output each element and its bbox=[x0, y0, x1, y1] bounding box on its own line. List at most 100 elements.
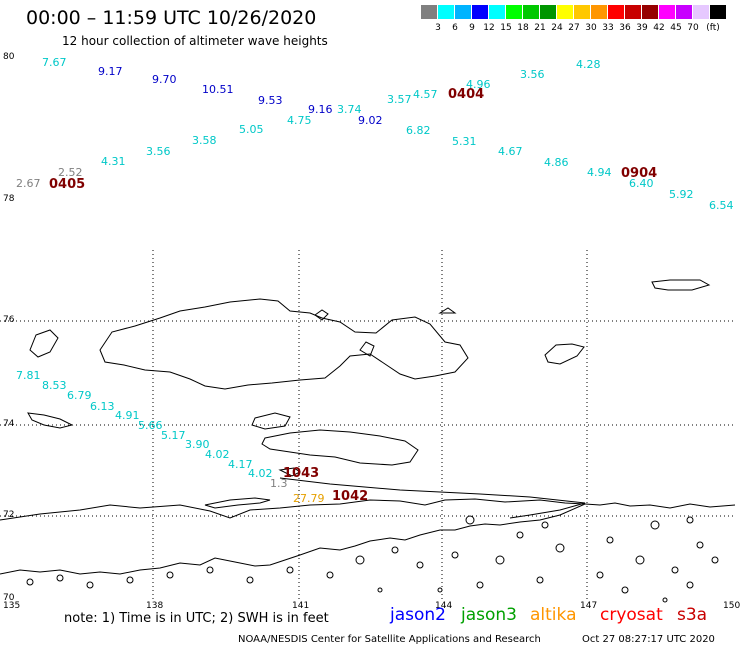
legend-label: 27 bbox=[568, 23, 580, 33]
wave-height-label: 3.58 bbox=[192, 134, 217, 147]
credit-line: NOAA/NESDIS Center for Satellite Applica… bbox=[238, 634, 541, 645]
legend-swatch bbox=[710, 5, 726, 19]
wave-height-label: 9.70 bbox=[152, 73, 177, 86]
legend-label: 3 bbox=[435, 23, 441, 33]
wave-height-label: 6.82 bbox=[406, 124, 431, 137]
wave-height-label: 10.51 bbox=[202, 83, 234, 96]
satellite-label-altika: altika bbox=[530, 605, 577, 625]
satellite-label-s3a: s3a bbox=[677, 605, 708, 625]
legend-swatch bbox=[693, 5, 709, 19]
wave-height-label: 3.90 bbox=[185, 438, 210, 451]
wave-height-label: 4.17 bbox=[228, 458, 253, 471]
lat-label: 74 bbox=[3, 419, 15, 429]
legend-swatch bbox=[608, 5, 624, 19]
wave-height-label: 4.91 bbox=[115, 409, 140, 422]
legend-label: 39 bbox=[636, 23, 648, 33]
wave-height-label: 5.17 bbox=[161, 429, 186, 442]
legend-label: 24 bbox=[551, 23, 563, 33]
wave-height-label: 4.02 bbox=[205, 448, 230, 461]
legend-label: 30 bbox=[585, 23, 597, 33]
wave-height-label: 9.16 bbox=[308, 103, 333, 116]
legend-label: 9 bbox=[469, 23, 475, 33]
legend-swatch bbox=[438, 5, 454, 19]
legend-swatch bbox=[676, 5, 692, 19]
legend-label: 70 bbox=[687, 23, 699, 33]
graticule bbox=[0, 250, 735, 600]
wave-height-label: 3.57 bbox=[387, 93, 412, 106]
legend-swatch bbox=[625, 5, 641, 19]
wave-height-label: 3.74 bbox=[337, 103, 362, 116]
legend-swatch bbox=[659, 5, 675, 19]
satellite-label-jason3: jason3 bbox=[461, 605, 517, 625]
legend-swatch bbox=[489, 5, 505, 19]
legend-label: 6 bbox=[452, 23, 458, 33]
wave-height-label: 5.05 bbox=[239, 123, 264, 136]
legend-label: 45 bbox=[670, 23, 682, 33]
wave-height-label: 4.94 bbox=[587, 166, 612, 179]
legend-unit: (ft) bbox=[706, 23, 720, 33]
lat-label: 76 bbox=[3, 315, 15, 325]
lat-label: 72 bbox=[3, 510, 15, 520]
wave-height-label: 6.79 bbox=[67, 389, 92, 402]
lon-label: 144 bbox=[435, 601, 453, 611]
legend-swatch bbox=[591, 5, 607, 19]
satellite-label-jason2: jason2 bbox=[390, 605, 446, 625]
wave-height-label: 5.31 bbox=[452, 135, 477, 148]
legend-label: 18 bbox=[517, 23, 529, 33]
satellite-label-cryosat: cryosat bbox=[600, 605, 663, 625]
wave-height-label: 4.02 bbox=[248, 467, 273, 480]
pass-time: 1043 bbox=[283, 466, 320, 481]
pass-time: 1042 bbox=[332, 489, 369, 504]
wave-height-label: 27.79 bbox=[293, 492, 325, 505]
page-subtitle: 12 hour collection of altimeter wave hei… bbox=[62, 34, 328, 48]
wave-height-label: 6.54 bbox=[709, 199, 734, 212]
legend-swatch bbox=[557, 5, 573, 19]
legend-swatch bbox=[574, 5, 590, 19]
legend-swatch bbox=[421, 5, 437, 19]
legend-swatch bbox=[642, 5, 658, 19]
wave-height-label: 8.53 bbox=[42, 379, 67, 392]
lat-label: 80 bbox=[3, 52, 15, 62]
wave-height-label: 5.92 bbox=[669, 188, 694, 201]
wave-height-label: 4.96 bbox=[466, 78, 491, 91]
wave-height-label: 2.67 bbox=[16, 177, 41, 190]
legend-swatch bbox=[472, 5, 488, 19]
wave-height-label: 4.31 bbox=[101, 155, 126, 168]
lon-label: 150 bbox=[723, 601, 740, 611]
wave-height-label: 4.28 bbox=[576, 58, 601, 71]
generated-timestamp: Oct 27 08:27:17 UTC 2020 bbox=[582, 634, 715, 645]
pass-time: 0904 bbox=[621, 166, 658, 181]
wave-height-label: 4.86 bbox=[544, 156, 569, 169]
lat-label: 70 bbox=[3, 593, 15, 603]
wave-height-label: 1.3 bbox=[270, 477, 288, 490]
lon-label: 135 bbox=[3, 601, 21, 611]
wave-height-label: 9.53 bbox=[258, 94, 283, 107]
wave-height-label: 6.40 bbox=[629, 177, 654, 190]
wave-height-label: 5.66 bbox=[138, 419, 163, 432]
legend-label: 12 bbox=[483, 23, 495, 33]
wave-height-label: 9.17 bbox=[98, 65, 123, 78]
legend-label: 21 bbox=[534, 23, 546, 33]
wave-height-label: 3.56 bbox=[146, 145, 171, 158]
wave-height-label: 9.02 bbox=[358, 114, 383, 127]
page-title: 00:00 – 11:59 UTC 10/26/2020 bbox=[26, 7, 317, 29]
lon-label: 147 bbox=[580, 601, 598, 611]
legend-swatch bbox=[523, 5, 539, 19]
pass-time: 0404 bbox=[448, 87, 485, 102]
legend-swatch bbox=[540, 5, 556, 19]
legend-label: 42 bbox=[653, 23, 665, 33]
legend-label: 33 bbox=[602, 23, 614, 33]
wave-height-label: 3.56 bbox=[520, 68, 545, 81]
legend-label: 36 bbox=[619, 23, 631, 33]
lon-label: 141 bbox=[292, 601, 310, 611]
legend-swatch bbox=[506, 5, 522, 19]
lakes bbox=[26, 515, 719, 603]
wave-height-label: 7.67 bbox=[42, 56, 67, 69]
wave-height-label: 4.75 bbox=[287, 114, 312, 127]
legend-label: 15 bbox=[500, 23, 512, 33]
lat-label: 78 bbox=[3, 194, 15, 204]
pass-time: 0405 bbox=[49, 177, 86, 192]
lon-label: 138 bbox=[146, 601, 164, 611]
wave-height-label: 6.13 bbox=[90, 400, 115, 413]
